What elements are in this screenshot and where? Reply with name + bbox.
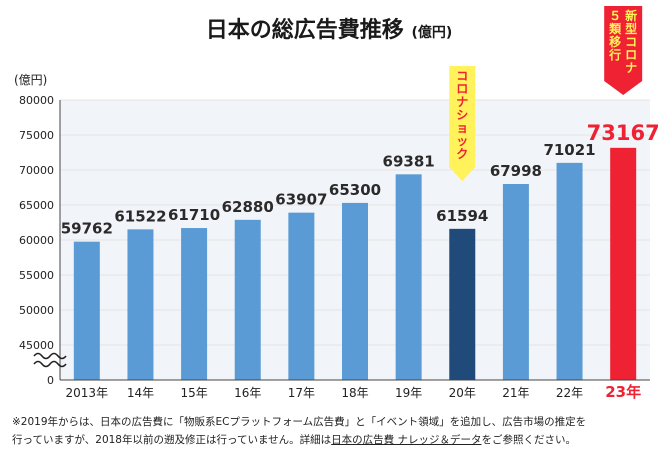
x-tick-label: 20年 bbox=[449, 386, 476, 400]
chart-title-unit: (億円) bbox=[411, 25, 453, 41]
x-tick-label: 2013年 bbox=[66, 386, 109, 400]
value-label: 69381 bbox=[383, 152, 435, 170]
callout-char: ナ bbox=[456, 95, 468, 109]
callout-char: ッ bbox=[456, 134, 468, 148]
value-label: 73167 bbox=[587, 121, 658, 145]
bar bbox=[556, 162, 583, 380]
bar bbox=[181, 228, 208, 380]
callout-char: 類 bbox=[608, 21, 622, 36]
y-tick-label: 55000 bbox=[19, 269, 54, 282]
footnote-text: 行っていますが、2018年以前の遡及修正は行っていません。詳細は bbox=[12, 434, 332, 446]
value-label: 71021 bbox=[543, 141, 595, 159]
value-label: 59762 bbox=[61, 220, 113, 238]
callout-char: ク bbox=[456, 147, 468, 161]
value-label: 67998 bbox=[490, 162, 542, 180]
y-axis-label: (億円) bbox=[14, 73, 47, 87]
bar bbox=[395, 174, 422, 380]
y-tick-label: 50000 bbox=[19, 304, 54, 317]
x-tick-label: 23年 bbox=[605, 383, 641, 401]
x-tick-label: 22年 bbox=[556, 386, 583, 400]
value-label: 63907 bbox=[275, 191, 327, 209]
bar bbox=[73, 241, 100, 380]
callout-char: ５ bbox=[609, 9, 621, 23]
axis-break-mark bbox=[33, 360, 67, 368]
x-tick-label: 17年 bbox=[288, 386, 315, 400]
callout-char: ョ bbox=[456, 121, 468, 135]
y-tick-label: 45000 bbox=[19, 339, 54, 352]
callout-char: 新 bbox=[625, 8, 637, 23]
knowledge-data-link[interactable]: 日本の広告費 ナレッジ＆データ bbox=[331, 434, 482, 446]
x-tick-label: 16年 bbox=[234, 386, 261, 400]
x-tick-label: 21年 bbox=[502, 386, 529, 400]
callout-char: コ bbox=[456, 69, 468, 83]
y-tick-label: 80000 bbox=[19, 94, 54, 107]
callout-char: ロ bbox=[625, 48, 637, 62]
callout-shape bbox=[449, 66, 476, 181]
bar bbox=[288, 212, 315, 380]
y-tick-label: 60000 bbox=[19, 234, 54, 247]
y-tick-label: 0 bbox=[47, 374, 54, 387]
bars bbox=[73, 147, 637, 380]
bar bbox=[502, 184, 529, 380]
axis-break-mark bbox=[33, 352, 67, 360]
bar bbox=[610, 147, 637, 380]
footnote-text-end: をご参照ください。 bbox=[481, 434, 577, 446]
value-label: 65300 bbox=[329, 181, 381, 199]
y-tick-label: 75000 bbox=[19, 129, 54, 142]
bar bbox=[449, 228, 476, 380]
footnote: ※2019年からは、日本の広告費に「物販系ECプラットフォーム広告費」と「イベン… bbox=[12, 413, 652, 449]
y-tick-label: 70000 bbox=[19, 164, 54, 177]
callout-shape bbox=[604, 6, 643, 95]
callout-char: シ bbox=[456, 108, 468, 122]
value-label: 61594 bbox=[436, 207, 488, 225]
callout-char: ナ bbox=[625, 61, 637, 75]
callout-char: 行 bbox=[608, 47, 621, 62]
axes: 0 45000 50000 55000 60000 65000 70000 75000 8000… bbox=[14, 73, 650, 401]
footnote-line-1: ※2019年からは、日本の広告費に「物販系ECプラットフォーム広告費」と「イベン… bbox=[12, 416, 587, 428]
footnote-line-2: 行っていますが、2018年以前の遡及修正は行っていません。詳細は日本の広告費 ナ… bbox=[12, 431, 652, 449]
x-tick-label: 15年 bbox=[180, 386, 207, 400]
value-label: 62880 bbox=[222, 198, 274, 216]
x-tick-label: 14年 bbox=[127, 386, 154, 400]
callout-char: 型 bbox=[625, 21, 637, 36]
callout-char: 移 bbox=[609, 34, 621, 49]
bar bbox=[127, 229, 154, 380]
chart-title: 日本の総広告費推移 (億円) bbox=[0, 12, 658, 44]
x-tick-label: 19年 bbox=[395, 386, 422, 400]
callout-char: ロ bbox=[456, 82, 468, 96]
bar bbox=[342, 202, 368, 380]
x-tick-label: 18年 bbox=[341, 386, 368, 400]
bar bbox=[234, 219, 261, 380]
value-label: 61710 bbox=[168, 206, 220, 224]
value-label: 61522 bbox=[114, 207, 166, 225]
callout-char: コ bbox=[625, 35, 637, 49]
y-tick-label: 65000 bbox=[19, 199, 54, 212]
chart-title-text: 日本の総広告費推移 bbox=[205, 18, 404, 43]
